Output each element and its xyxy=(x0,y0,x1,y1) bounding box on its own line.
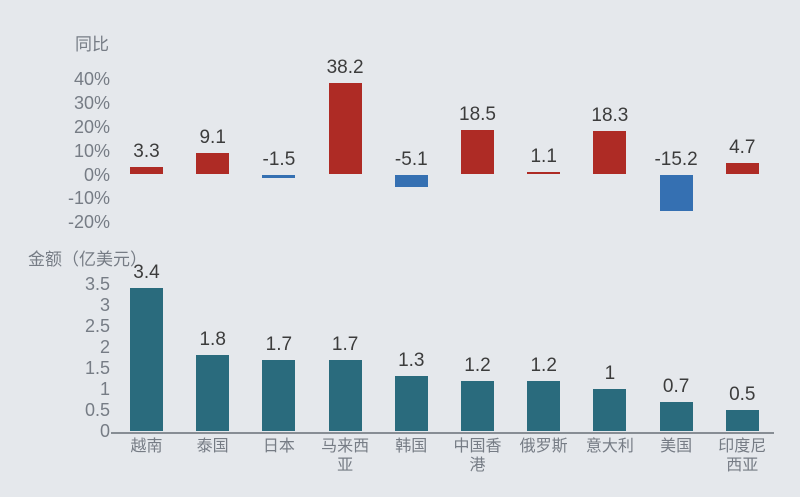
bar-value-label: 1.7 xyxy=(265,333,293,355)
bar xyxy=(130,166,163,175)
bar xyxy=(659,174,693,211)
bar xyxy=(196,355,230,431)
bar xyxy=(196,152,230,175)
x-category-label: 泰国 xyxy=(196,438,229,455)
bar xyxy=(725,163,759,175)
x-category-label: 中国香港 xyxy=(453,438,502,474)
bar-value-label: 1.3 xyxy=(398,350,425,372)
yoy-chart-title: 同比 xyxy=(75,35,109,54)
bar-value-label: 38.2 xyxy=(326,57,364,79)
ytick-label: 3 xyxy=(99,295,110,315)
bar-value-label: 3.4 xyxy=(133,262,160,284)
ytick-label: 2 xyxy=(99,337,110,357)
bar-value-label: 1.8 xyxy=(199,329,226,351)
ytick-label: 1 xyxy=(99,379,110,399)
ytick-label: 20% xyxy=(73,116,110,137)
bar-value-label: 4.7 xyxy=(729,137,756,159)
bar-value-label: 1.1 xyxy=(530,145,557,167)
ytick-label: 2.5 xyxy=(84,316,110,336)
bar-value-label: -1.5 xyxy=(262,148,296,170)
bar xyxy=(461,380,494,431)
bar xyxy=(725,410,759,431)
bar xyxy=(262,174,296,179)
bar xyxy=(328,359,362,431)
bar xyxy=(527,380,561,431)
bar xyxy=(527,171,561,175)
bar-value-label: 3.3 xyxy=(133,140,160,162)
x-category-label: 越南 xyxy=(130,438,163,455)
ytick-label: -20% xyxy=(67,212,110,233)
bar-value-label: 1.2 xyxy=(464,354,491,376)
bar xyxy=(130,288,163,431)
bar xyxy=(461,130,494,175)
bar-value-label: 1.2 xyxy=(530,354,557,376)
bar-value-label: -15.2 xyxy=(654,148,698,170)
x-category-label: 意大利 xyxy=(585,438,634,455)
x-category-label: 俄罗斯 xyxy=(519,438,568,455)
x-category-label: 印度尼西亚 xyxy=(718,438,767,474)
bar xyxy=(394,376,428,431)
bar xyxy=(659,401,693,431)
x-category-label: 马来西亚 xyxy=(321,438,370,474)
bar xyxy=(328,83,362,175)
bar xyxy=(593,389,627,431)
bar xyxy=(593,130,627,175)
bar-value-label: 1 xyxy=(604,363,616,384)
bar-value-label: 18.3 xyxy=(591,104,629,126)
x-category-label: 日本 xyxy=(262,438,295,455)
bar-value-label: 1.7 xyxy=(331,333,359,355)
bar-value-label: 9.1 xyxy=(199,126,226,148)
bar-value-label: -5.1 xyxy=(394,148,428,170)
ytick-label: 3.5 xyxy=(84,274,110,294)
bar xyxy=(262,359,296,431)
bar-value-label: 0.5 xyxy=(729,384,756,405)
bar-value-label: 18.5 xyxy=(459,104,496,126)
ytick-label: 10% xyxy=(73,140,110,161)
x-category-label: 韩国 xyxy=(395,438,428,455)
bar xyxy=(394,174,428,187)
x-category-label: 美国 xyxy=(660,438,693,455)
ytick-label: 1.5 xyxy=(84,358,110,378)
ytick-label: 30% xyxy=(73,92,110,113)
amount-chart-title: 金额（亿美元） xyxy=(28,250,147,269)
ytick-label: 40% xyxy=(73,69,110,90)
ytick-label: 0 xyxy=(99,421,110,441)
ytick-label: 0% xyxy=(83,164,110,185)
ytick-label: 0.5 xyxy=(84,400,110,420)
ytick-label: -10% xyxy=(67,188,110,209)
x-axis-line xyxy=(111,431,774,434)
bar-value-label: 0.7 xyxy=(662,375,690,397)
